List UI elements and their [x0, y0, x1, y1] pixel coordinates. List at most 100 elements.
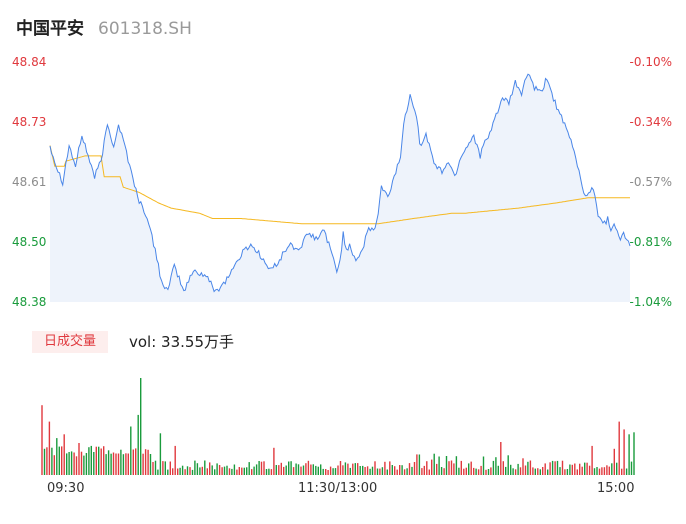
- volume-bar: [107, 450, 110, 475]
- volume-bar: [223, 466, 226, 475]
- volume-bar: [327, 470, 329, 475]
- volume-bar: [174, 445, 176, 475]
- volume-bar: [90, 445, 92, 475]
- volume-bar: [416, 454, 418, 475]
- volume-bar: [73, 452, 75, 475]
- price-line: [49, 73, 631, 293]
- volume-bar: [448, 461, 450, 475]
- volume-bar: [455, 456, 458, 475]
- volume-bar: [142, 453, 144, 475]
- volume-bar: [132, 449, 134, 475]
- volume-bar: [357, 463, 359, 475]
- volume-bar: [251, 469, 253, 475]
- volume-bar: [201, 466, 203, 475]
- volume-bar: [408, 463, 411, 475]
- volume-bar: [401, 465, 403, 475]
- volume-bar: [214, 469, 216, 475]
- volume-bar: [445, 456, 448, 475]
- volume-bar: [305, 463, 307, 475]
- volume-bar: [500, 442, 502, 475]
- volume-bar: [519, 467, 522, 475]
- stock-name: 中国平安: [16, 19, 84, 39]
- volume-bar: [100, 448, 102, 475]
- volume-bar: [349, 467, 351, 475]
- volume-bar: [556, 460, 559, 475]
- volume-bar: [468, 463, 470, 475]
- volume-bar: [480, 465, 482, 475]
- volume-bar: [470, 461, 472, 475]
- volume-bar: [236, 469, 238, 475]
- volume-bar: [302, 465, 305, 475]
- volume-bar: [418, 454, 421, 475]
- volume-bar: [384, 461, 386, 475]
- volume-bar: [490, 467, 492, 475]
- volume-bar: [574, 463, 576, 475]
- volume-bar: [450, 460, 453, 475]
- volume-bar: [48, 421, 51, 475]
- time-label-open: 09:30: [47, 481, 85, 496]
- volume-bar: [633, 432, 635, 475]
- volume-bar: [103, 446, 105, 475]
- volume-bar: [137, 414, 139, 475]
- volume-bar: [288, 461, 290, 475]
- volume-bar: [248, 462, 250, 475]
- volume-bar: [110, 453, 112, 475]
- volume-bar: [394, 466, 396, 475]
- volume-bar: [337, 465, 339, 475]
- volume-bar: [362, 465, 364, 475]
- volume-bar: [584, 462, 586, 475]
- volume-bar: [630, 461, 633, 475]
- volume-bar: [413, 462, 416, 475]
- volume-bar: [273, 447, 275, 475]
- volume-bar: [534, 468, 536, 475]
- time-label-mid: 11:30/13:00: [298, 481, 378, 496]
- volume-bar: [371, 466, 374, 475]
- volume-bar: [524, 465, 527, 475]
- volume-bar: [399, 465, 401, 475]
- volume-bar: [78, 443, 80, 475]
- volume-bar: [157, 469, 159, 475]
- volume-bar: [216, 463, 218, 475]
- volume-bar: [549, 462, 551, 475]
- volume-bar: [115, 453, 117, 475]
- volume-bar: [283, 466, 285, 475]
- volume-bar: [191, 469, 194, 475]
- volume-bar: [611, 463, 613, 475]
- volume-bar: [569, 464, 571, 475]
- volume-bar: [263, 461, 265, 475]
- volume-bar: [539, 469, 541, 475]
- volume-bar: [616, 462, 618, 475]
- volume-bar: [130, 426, 132, 475]
- volume-bar: [320, 464, 322, 475]
- volume-bar: [561, 460, 564, 475]
- volume-bar: [63, 434, 65, 475]
- pct-label-1: -0.10%: [629, 55, 672, 69]
- volume-bar: [591, 445, 593, 475]
- volume-bar: [280, 462, 282, 475]
- volume-bar: [300, 466, 302, 475]
- volume-bar: [285, 465, 287, 475]
- price-label-1: 48.84: [12, 55, 47, 69]
- volume-bar: [127, 453, 129, 475]
- volume-bar: [172, 468, 174, 475]
- pct-label-5: -1.04%: [629, 295, 672, 309]
- volume-bar: [164, 461, 166, 475]
- volume-bar: [70, 451, 73, 475]
- volume-bar: [66, 453, 68, 475]
- volume-bar: [396, 469, 398, 475]
- volume-bar: [426, 461, 428, 475]
- price-label-5: 48.38: [12, 295, 47, 309]
- volume-bar: [233, 464, 236, 475]
- volume-bar: [379, 468, 381, 475]
- volume-bar: [366, 466, 369, 475]
- volume-bar: [477, 469, 480, 475]
- volume-bar: [475, 468, 477, 475]
- volume-bar: [352, 463, 354, 475]
- volume-tab[interactable]: 日成交量: [32, 331, 108, 353]
- volume-bar: [184, 469, 186, 475]
- volume-bar: [98, 446, 100, 475]
- volume-bar: [88, 447, 90, 475]
- volume-bar: [443, 468, 445, 475]
- volume-bar: [505, 466, 507, 475]
- volume-bar: [581, 466, 583, 475]
